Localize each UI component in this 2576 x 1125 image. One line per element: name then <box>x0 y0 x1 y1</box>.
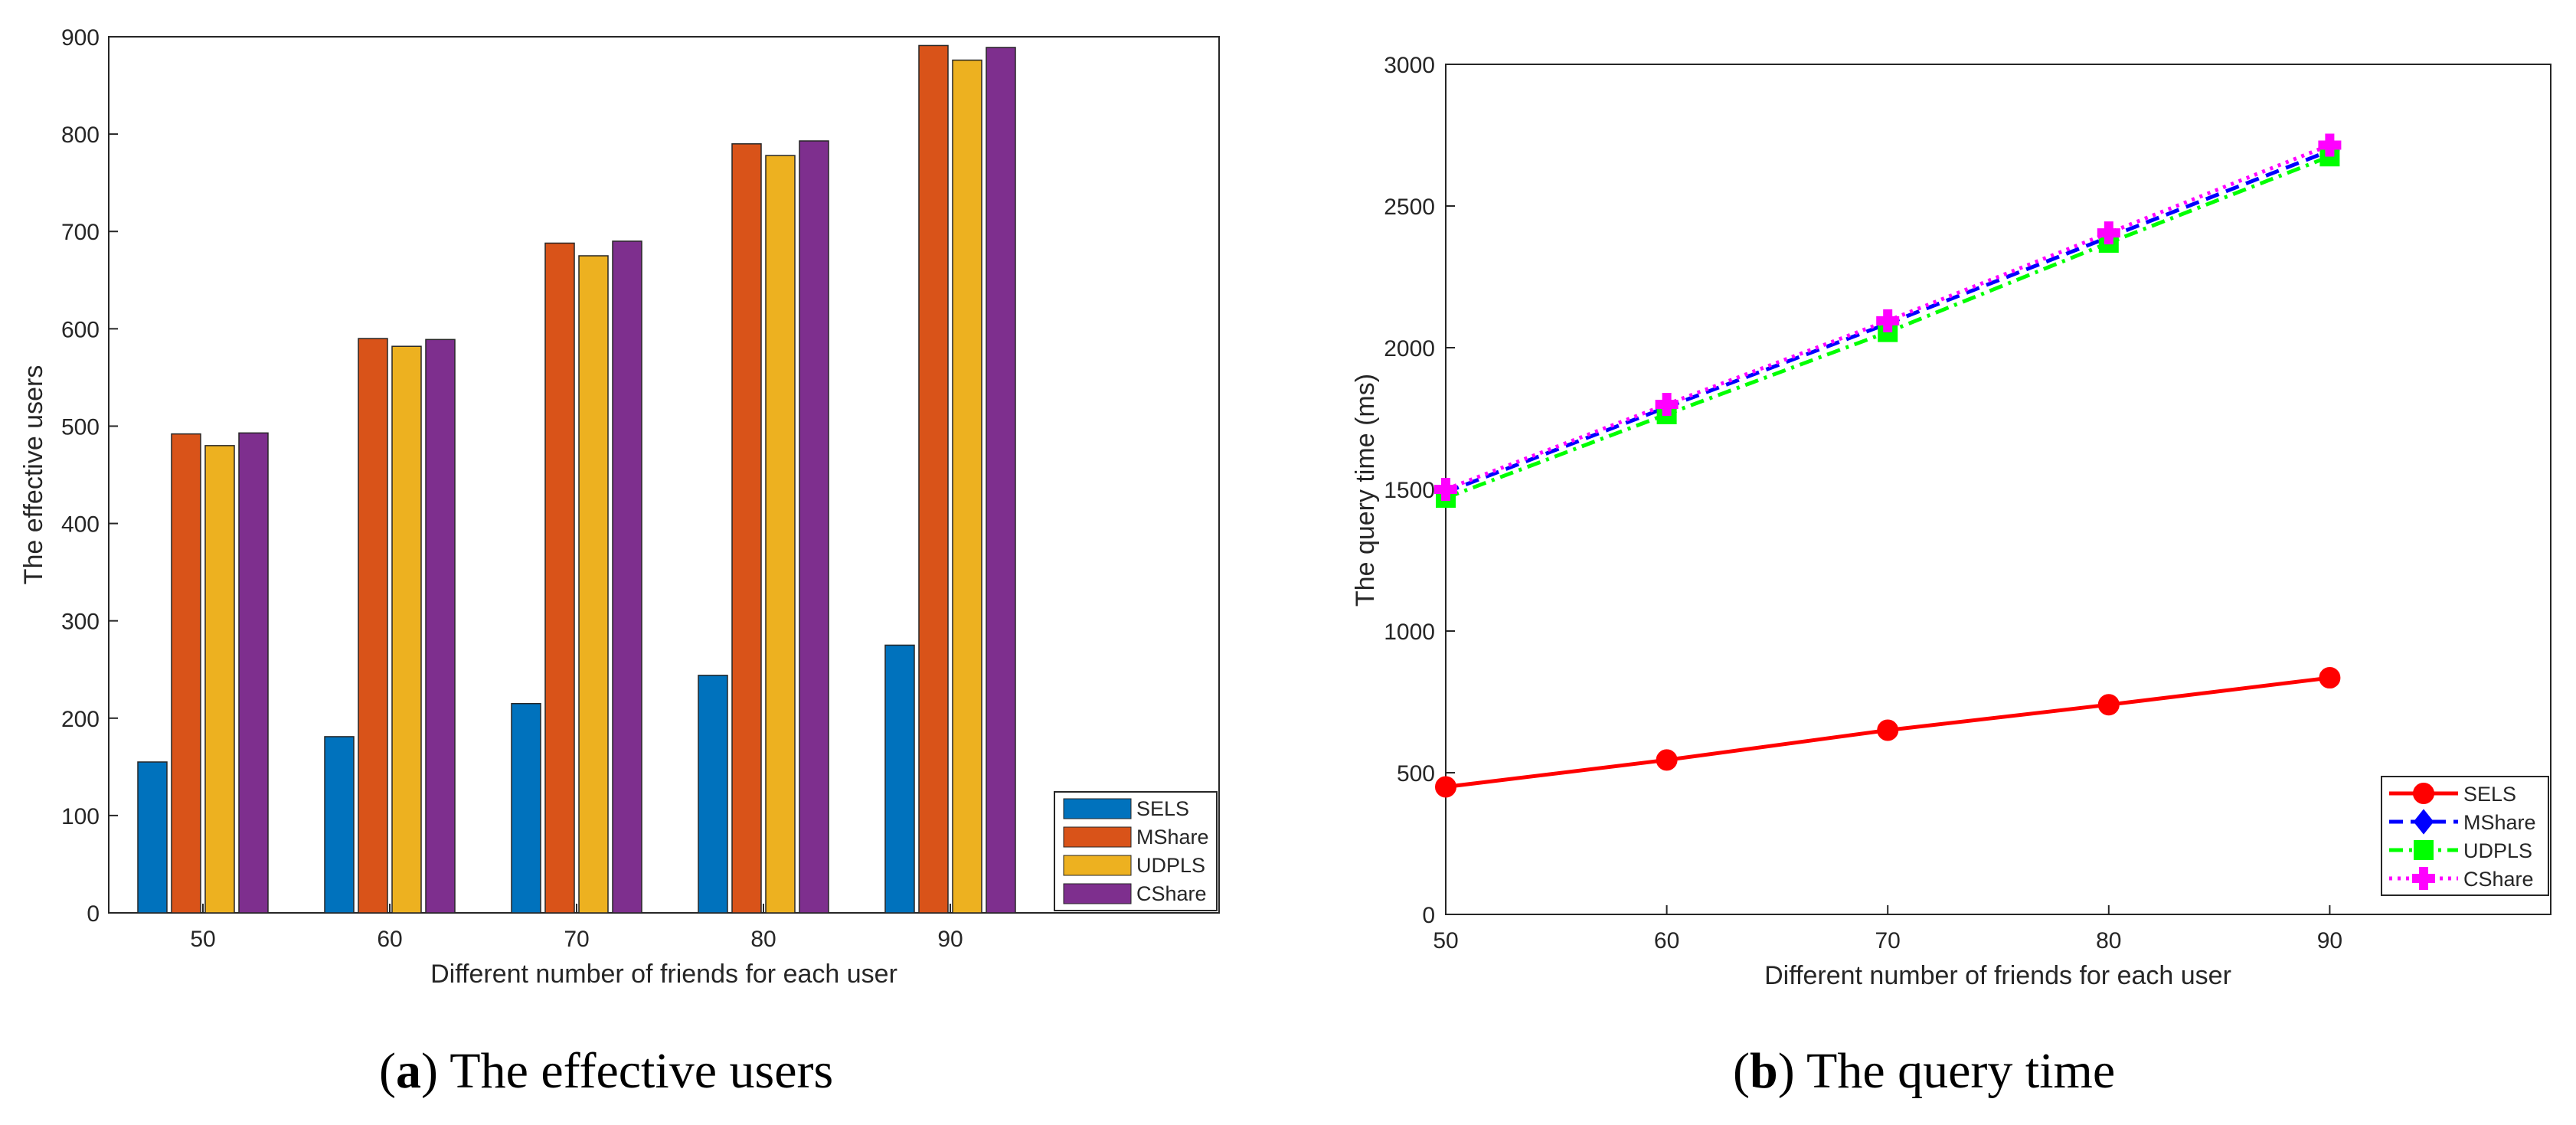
line-chart-y-tick-label: 0 <box>1422 903 1435 928</box>
bar-udpls-90 <box>952 59 982 914</box>
bar-chart-y-tick-label: 700 <box>61 220 100 245</box>
line-chart-x-tick-label: 80 <box>2096 928 2121 953</box>
bar-chart-y-tick-label: 600 <box>61 317 100 342</box>
line-point-cshare-90 <box>2318 133 2342 157</box>
line-chart-y-tick-labels: 0 500 1000 1500 2000 2500 3000 <box>1384 53 1435 928</box>
bar-sels-50 <box>137 761 168 914</box>
line-point-cshare-80 <box>2097 221 2120 245</box>
bar-chart-y-tick-label: 0 <box>87 901 100 927</box>
bar-chart-x-tick-label: 90 <box>937 927 963 952</box>
bar-legend-label-sels: SELS <box>1136 797 1189 820</box>
line-point-sels-90 <box>2319 667 2341 689</box>
bar-chart-y-axis-label: The effective users <box>19 365 48 585</box>
bar-chart-ticks <box>109 36 951 914</box>
bar-cshare-50 <box>238 432 269 914</box>
line-chart-y-tick-label: 2000 <box>1384 336 1435 361</box>
bar-chart-x-axis-label: Different number of friends for each use… <box>430 960 897 989</box>
bar-legend-swatch-cshare <box>1063 883 1132 904</box>
line-chart-panel: 0 500 1000 1500 2000 2500 3000 50 60 70 80 90 Diff… <box>1351 53 2551 1099</box>
bar-udpls-50 <box>204 445 235 914</box>
bar-chart-y-tick-label: 300 <box>61 610 100 635</box>
line-legend-label-mshare: MShare <box>2463 811 2536 834</box>
line-chart-x-tick-label: 70 <box>1875 928 1901 953</box>
bar-mshare-90 <box>918 44 949 914</box>
line-point-sels-60 <box>1656 749 1678 771</box>
line-chart-y-tick-label: 1000 <box>1384 620 1435 645</box>
line-chart-legend: SELS MShare UDPLS CShare <box>2381 776 2549 896</box>
line-chart-caption: (b) The query time <box>1733 1043 2115 1099</box>
line-chart-ticks <box>1445 64 2331 915</box>
line-legend-marker-sels <box>2413 783 2434 804</box>
line-point-cshare-70 <box>1876 309 1900 332</box>
line-chart-x-tick-label: 50 <box>1433 928 1458 953</box>
bar-chart-y-tick-label: 100 <box>61 804 100 829</box>
line-chart-y-tick-label: 2500 <box>1384 195 1435 220</box>
bar-legend-label-cshare: CShare <box>1136 882 1207 905</box>
bar-udpls-60 <box>391 345 422 914</box>
bar-chart-x-tick-label: 60 <box>377 927 402 952</box>
line-point-cshare-60 <box>1655 393 1679 416</box>
bar-mshare-50 <box>171 433 201 914</box>
bar-legend-swatch-mshare <box>1063 826 1132 848</box>
line-chart-x-tick-labels: 50 60 70 80 90 <box>1433 928 2342 953</box>
line-point-sels-70 <box>1877 719 1899 741</box>
line-legend-marker-udpls <box>2414 840 2434 860</box>
bar-sels-80 <box>698 675 728 914</box>
bar-mshare-60 <box>358 338 388 914</box>
bar-chart-y-tick-label: 500 <box>61 414 100 440</box>
bar-cshare-90 <box>986 47 1016 914</box>
line-chart-x-axis-label: Different number of friends for each use… <box>1764 961 2231 990</box>
bar-cshare-80 <box>799 140 829 914</box>
bar-chart-y-tick-label: 400 <box>61 512 100 538</box>
bar-chart-legend: SELS MShare UDPLS CShare <box>1054 791 1218 911</box>
bar-legend-label-mshare: MShare <box>1136 826 1209 849</box>
bar-mshare-80 <box>731 143 762 914</box>
line-chart-series <box>1434 133 2342 798</box>
bar-chart-y-tick-label: 800 <box>61 123 100 148</box>
bar-chart-bars <box>137 44 1016 914</box>
bar-chart-y-tick-label: 900 <box>61 25 100 51</box>
bar-chart-x-tick-labels: 50 60 70 80 90 <box>190 927 963 952</box>
line-point-sels-50 <box>1435 776 1456 798</box>
line-chart-y-tick-label: 3000 <box>1384 53 1435 78</box>
line-point-sels-80 <box>2097 694 2120 716</box>
line-legend-marker-cshare <box>2412 867 2435 890</box>
bar-chart-x-tick-label: 80 <box>750 927 776 952</box>
line-chart-x-tick-label: 90 <box>2317 928 2342 953</box>
bar-legend-swatch-sels <box>1063 798 1132 819</box>
line-chart-y-tick-label: 1500 <box>1384 478 1435 503</box>
bar-chart-x-tick-label: 70 <box>564 927 589 952</box>
bar-sels-70 <box>511 702 541 914</box>
line-legend-label-sels: SELS <box>2463 783 2516 806</box>
line-legend-label-cshare: CShare <box>2463 868 2534 891</box>
line-legend-label-udpls: UDPLS <box>2463 839 2532 862</box>
bar-chart-y-tick-labels: 0 100 200 300 400 500 600 700 800 900 <box>61 25 100 927</box>
bar-chart-x-tick-label: 50 <box>190 927 215 952</box>
bar-sels-60 <box>324 736 355 914</box>
bar-cshare-60 <box>425 338 456 914</box>
line-plot-area <box>1445 64 2551 915</box>
bar-legend-label-udpls: UDPLS <box>1136 854 1205 877</box>
line-point-cshare-50 <box>1434 478 1457 501</box>
bar-legend-swatch-udpls <box>1063 855 1132 876</box>
bar-plot-area <box>108 36 1220 914</box>
bar-cshare-70 <box>612 240 642 914</box>
line-legend-marker-mshare <box>2413 809 2434 835</box>
bar-chart-caption: (a) The effective users <box>379 1043 833 1099</box>
bar-udpls-80 <box>765 155 796 914</box>
line-chart-y-axis-label: The query time (ms) <box>1351 374 1380 607</box>
line-chart-y-tick-label: 500 <box>1397 761 1435 787</box>
bar-chart-y-tick-label: 200 <box>61 707 100 732</box>
line-chart-x-tick-label: 60 <box>1654 928 1679 953</box>
bar-udpls-70 <box>578 255 609 914</box>
bar-mshare-70 <box>544 242 575 914</box>
bar-sels-90 <box>884 644 915 914</box>
